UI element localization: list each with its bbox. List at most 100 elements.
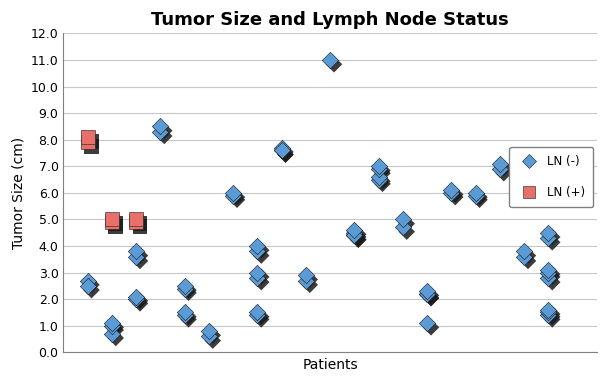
Point [257, 252, 266, 259]
LN (-) [156, 129, 165, 135]
LN (-) [180, 283, 190, 289]
LN (-) [277, 147, 286, 154]
Point [547, 316, 557, 322]
Point [378, 170, 387, 176]
Point [353, 234, 363, 240]
Point [402, 221, 412, 227]
Point [426, 295, 436, 301]
Point [111, 327, 120, 333]
Title: Tumor Size and Lymph Node Status: Tumor Size and Lymph Node Status [151, 11, 509, 29]
Point [547, 234, 557, 240]
Point [426, 292, 436, 298]
LN (-) [544, 312, 553, 318]
Point [159, 128, 169, 134]
LN (-) [228, 190, 238, 196]
LN (-) [277, 145, 286, 151]
LN (-) [131, 254, 141, 260]
LN (-) [544, 270, 553, 276]
Point [402, 229, 412, 235]
Point [475, 197, 485, 203]
Point [184, 314, 193, 320]
Point [523, 252, 533, 259]
LN (+) [131, 219, 141, 225]
Point [547, 271, 557, 277]
Point [184, 316, 193, 322]
Point [184, 290, 193, 296]
LN (-) [423, 291, 432, 297]
LN (+) [107, 219, 117, 225]
LN (-) [374, 163, 384, 169]
Point [87, 282, 97, 288]
Point [184, 287, 193, 293]
Point [111, 324, 120, 331]
Point [87, 138, 97, 144]
LN (-) [544, 267, 553, 273]
LN (-) [495, 166, 505, 172]
LN (-) [107, 320, 117, 326]
LN (-) [471, 190, 480, 196]
Point [305, 277, 315, 283]
LN (-) [204, 328, 214, 334]
Point [111, 221, 120, 227]
LN (-) [350, 232, 359, 239]
LN (-) [423, 291, 432, 297]
LN (-) [180, 309, 190, 316]
LN (-) [519, 248, 529, 254]
LN (-) [252, 309, 262, 316]
LN (-) [301, 278, 311, 284]
LN (-) [544, 275, 553, 281]
LN (+) [131, 216, 141, 223]
LN (+) [83, 134, 92, 140]
Point [232, 197, 242, 203]
Point [353, 237, 363, 243]
LN (-) [252, 243, 262, 249]
Point [208, 332, 218, 339]
Point [87, 144, 97, 150]
Point [572, 192, 581, 198]
LN (-) [252, 312, 262, 318]
Point [451, 192, 460, 198]
LN (-) [350, 230, 359, 236]
LN (-) [301, 272, 311, 278]
LN (-) [544, 307, 553, 313]
Point [135, 258, 145, 264]
Point [111, 223, 120, 229]
Point [111, 335, 120, 341]
LN (-) [180, 285, 190, 291]
LN (-) [374, 174, 384, 180]
Point [329, 61, 339, 67]
LN (-) [568, 187, 578, 193]
LN (-) [423, 288, 432, 294]
LN (-) [252, 275, 262, 281]
LN (-) [277, 147, 286, 154]
Point [257, 316, 266, 322]
LN (-) [423, 320, 432, 326]
LN (-) [374, 166, 384, 172]
Point [257, 279, 266, 285]
Point [281, 149, 291, 155]
LN (-) [350, 227, 359, 233]
LN (-) [107, 331, 117, 337]
LN (+) [107, 216, 117, 223]
Point [353, 231, 363, 237]
Point [475, 194, 485, 200]
Point [135, 298, 145, 304]
LN (-) [544, 309, 553, 316]
LN (-) [131, 296, 141, 302]
Legend: LN (-), LN (+): LN (-), LN (+) [509, 147, 593, 207]
Point [572, 197, 581, 203]
LN (-) [544, 230, 553, 236]
LN (-) [446, 187, 456, 193]
LN (-) [180, 312, 190, 318]
Point [378, 178, 387, 184]
LN (-) [131, 248, 141, 254]
LN (-) [471, 193, 480, 199]
LN (-) [350, 232, 359, 239]
Point [426, 324, 436, 331]
Point [547, 279, 557, 285]
Point [499, 170, 509, 176]
LN (-) [544, 235, 553, 241]
Point [353, 237, 363, 243]
Point [547, 314, 557, 320]
LN (-) [252, 270, 262, 276]
